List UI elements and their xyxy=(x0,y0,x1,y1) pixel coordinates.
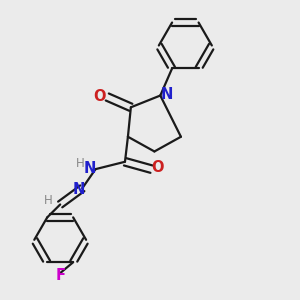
Text: N: N xyxy=(73,182,85,197)
Text: F: F xyxy=(55,268,65,283)
Text: H: H xyxy=(76,157,85,170)
Text: H: H xyxy=(44,194,52,207)
Text: N: N xyxy=(83,161,96,176)
Text: N: N xyxy=(160,87,173,102)
Text: O: O xyxy=(152,160,164,175)
Text: O: O xyxy=(94,89,106,104)
